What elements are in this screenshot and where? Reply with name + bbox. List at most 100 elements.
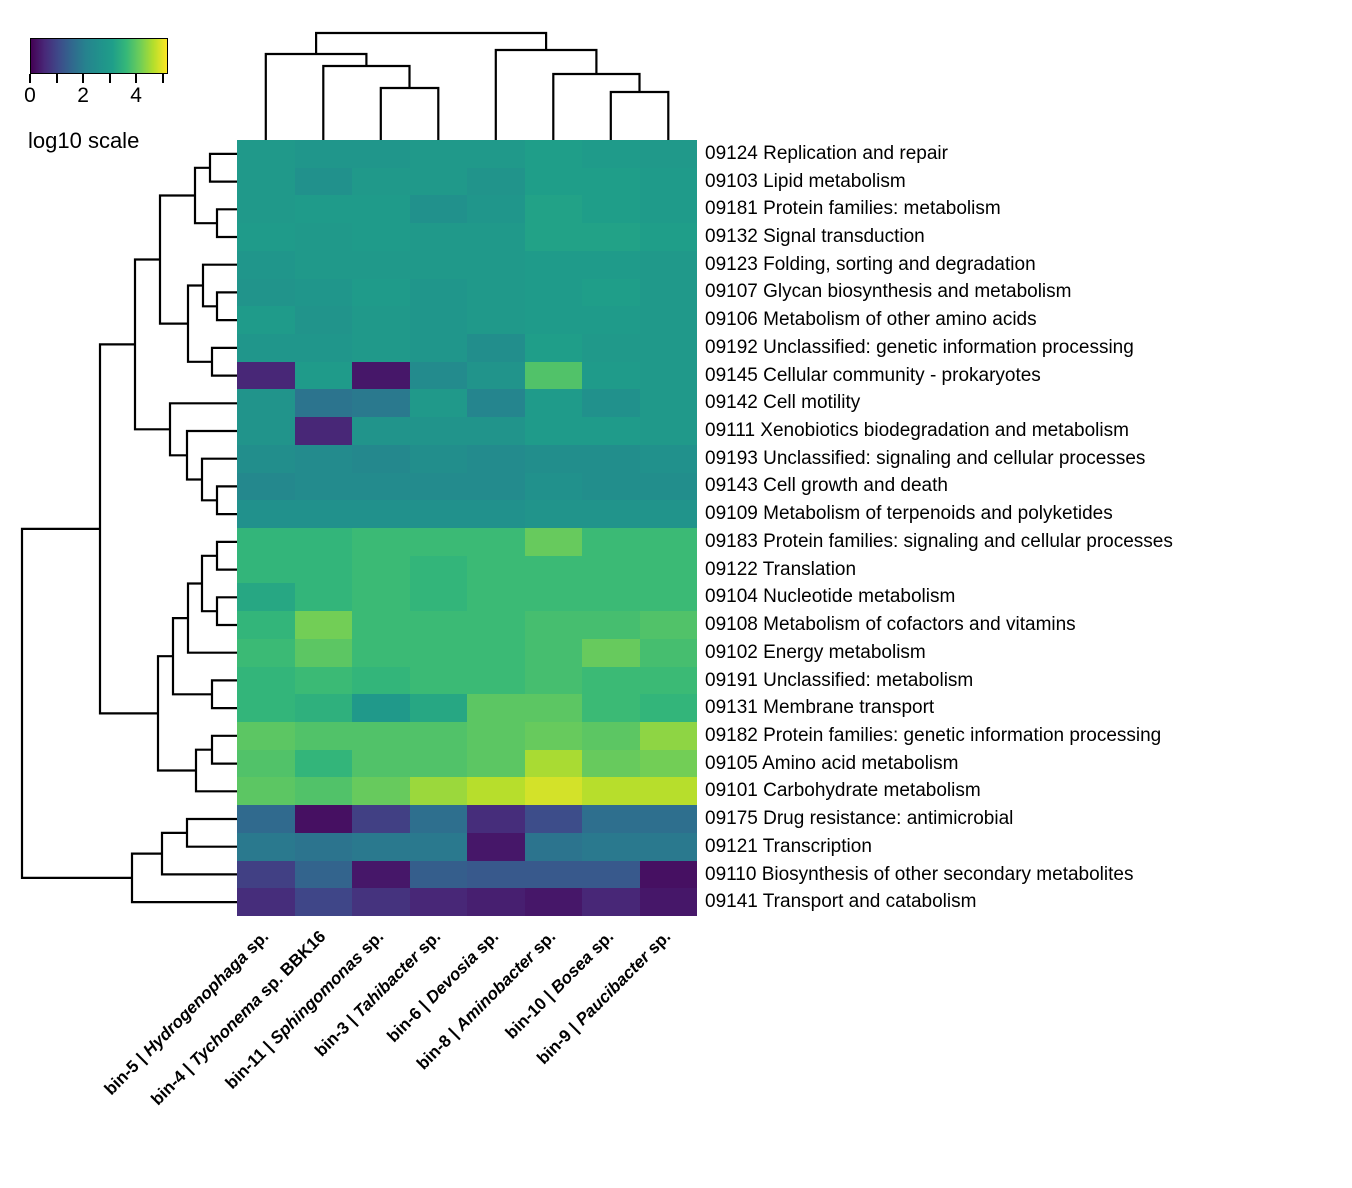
- heatmap-cell: [582, 860, 640, 889]
- heatmap-cell: [409, 805, 467, 833]
- row-label: 09101 Carbohydrate metabolism: [705, 780, 981, 802]
- heatmap-cell: [294, 805, 352, 833]
- heatmap-cell: [524, 860, 582, 889]
- heatmap-cell: [237, 777, 295, 806]
- heatmap-cell: [237, 306, 295, 334]
- heatmap-cell: [524, 389, 582, 418]
- heatmap-cell: [237, 638, 295, 667]
- row-label: 09142 Cell motility: [705, 392, 861, 414]
- heatmap-cell: [524, 555, 582, 584]
- heatmap-cell: [467, 888, 525, 916]
- heatmap-cell: [409, 306, 467, 334]
- heatmap-cell: [409, 527, 467, 556]
- heatmap-cell: [409, 500, 467, 528]
- heatmap-cell: [582, 306, 640, 334]
- heatmap-cell: [582, 555, 640, 584]
- heatmap-cell: [352, 749, 410, 778]
- heatmap-cell: [294, 444, 352, 473]
- heatmap-cell: [237, 721, 295, 750]
- heatmap-cell: [639, 195, 697, 224]
- heatmap-cell: [294, 333, 352, 362]
- row-label: 09108 Metabolism of cofactors and vitami…: [705, 614, 1076, 636]
- heatmap-cell: [409, 638, 467, 667]
- heatmap-cell: [409, 444, 467, 473]
- heatmap-cell: [294, 638, 352, 667]
- heatmap-cell: [582, 250, 640, 279]
- heatmap-cell: [524, 527, 582, 556]
- heatmap-cell: [409, 223, 467, 251]
- column-label: bin-8 | Aminobacter sp.: [413, 926, 560, 1074]
- heatmap-cell: [409, 140, 467, 168]
- heatmap-cell: [582, 361, 640, 390]
- heatmap-cell: [409, 888, 467, 916]
- heatmap-cell: [582, 500, 640, 528]
- heatmap-cell: [352, 666, 410, 695]
- heatmap-cell: [524, 694, 582, 722]
- heatmap-cell: [409, 666, 467, 695]
- heatmap-cell: [237, 444, 295, 473]
- heatmap-cell: [237, 250, 295, 279]
- heatmap-cell: [582, 721, 640, 750]
- heatmap-cell: [639, 555, 697, 584]
- heatmap-cell: [294, 666, 352, 695]
- colorbar-tick: [29, 74, 31, 83]
- heatmap-cell: [294, 500, 352, 528]
- heatmap-cell: [294, 140, 352, 168]
- colorbar-title: log10 scale: [28, 128, 140, 153]
- heatmap-cell: [639, 223, 697, 251]
- row-label: 09102 Energy metabolism: [705, 641, 926, 663]
- heatmap-cell: [582, 888, 640, 916]
- heatmap-cell: [237, 611, 295, 639]
- heatmap-cell: [639, 417, 697, 445]
- heatmap-cell: [467, 777, 525, 806]
- heatmap-cell: [639, 666, 697, 695]
- heatmap-cell: [409, 361, 467, 390]
- row-label: 09109 Metabolism of terpenoids and polyk…: [705, 503, 1113, 525]
- row-label: 09110 Biosynthesis of other secondary me…: [705, 863, 1134, 885]
- row-dendrogram: [20, 152, 237, 904]
- heatmap-cell: [524, 195, 582, 224]
- heatmap-cell: [582, 583, 640, 612]
- column-label: bin-4 | Tychonema sp. BBK16: [147, 926, 330, 1109]
- heatmap-cell: [352, 472, 410, 501]
- heatmap-cell: [467, 860, 525, 889]
- row-label: 09124 Replication and repair: [705, 142, 948, 164]
- heatmap-cell: [467, 500, 525, 528]
- row-label: 09132 Signal transduction: [705, 226, 925, 248]
- colorbar-ticks: 0 2 4: [24, 74, 168, 110]
- heatmap-cell: [524, 333, 582, 362]
- heatmap-cell: [467, 611, 525, 639]
- heatmap-cell: [237, 167, 295, 196]
- heatmap-cell: [524, 721, 582, 750]
- heatmap-cell: [524, 777, 582, 806]
- heatmap-cell: [524, 805, 582, 833]
- column-label: bin-11 | Sphingomonas sp.: [221, 926, 388, 1093]
- heatmap-cell: [294, 306, 352, 334]
- heatmap-grid: [237, 140, 697, 916]
- heatmap-cell: [409, 167, 467, 196]
- heatmap-cell: [237, 417, 295, 445]
- heatmap-cell: [524, 250, 582, 279]
- heatmap-cell: [639, 167, 697, 196]
- heatmap-cell: [639, 333, 697, 362]
- heatmap-cell: [524, 583, 582, 612]
- heatmap-cell: [639, 832, 697, 861]
- heatmap-cell: [352, 389, 410, 418]
- row-label: 09143 Cell growth and death: [705, 475, 948, 497]
- heatmap-cell: [352, 140, 410, 168]
- heatmap-cell: [582, 472, 640, 501]
- heatmap-cell: [352, 555, 410, 584]
- heatmap-cell: [237, 361, 295, 390]
- row-label: 09192 Unclassified: genetic information …: [705, 336, 1134, 358]
- heatmap-cell: [294, 583, 352, 612]
- heatmap-cell: [237, 500, 295, 528]
- heatmap-cell: [409, 389, 467, 418]
- row-label: 09182 Protein families: genetic informat…: [705, 724, 1162, 746]
- heatmap-cell: [639, 472, 697, 501]
- row-label: 09123 Folding, sorting and degradation: [705, 253, 1036, 275]
- row-dendrogram-links: [20, 152, 237, 904]
- heatmap-cell: [639, 805, 697, 833]
- heatmap-cell: [467, 223, 525, 251]
- heatmap-cell: [639, 860, 697, 889]
